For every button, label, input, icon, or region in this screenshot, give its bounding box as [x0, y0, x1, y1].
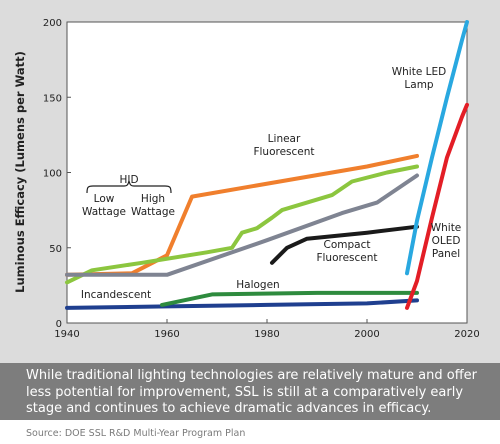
series-line-compact-fluorescent	[270, 224, 419, 265]
source-text: Source: DOE SSL R&D Multi-Year Program P…	[26, 428, 246, 439]
luminous-efficacy-chart: 0 50 100 150 200 1940 1960 1980 2000 2020 Lumino…	[13, 18, 480, 340]
series-line-linear-fluorescent	[65, 164, 419, 285]
series-line-white-oled-panel	[405, 102, 469, 310]
incandescent-label: Incandescent	[81, 289, 151, 301]
white-oled-label: White OLED Panel	[431, 222, 462, 260]
x-axis-ticks: 1940 1960 1980 2000 2020	[54, 319, 480, 340]
y-axis-ticks: 0 50 100 150 200	[43, 18, 71, 330]
white-led-label: White LED Lamp	[392, 66, 446, 91]
series-line-unlabeled-gray	[65, 173, 419, 277]
halogen-label: Halogen	[236, 279, 279, 291]
y-tick-label: 0	[56, 319, 62, 330]
series-lines	[65, 20, 469, 310]
y-tick-label: 100	[43, 169, 62, 180]
caption-box: While traditional lighting technologies …	[0, 363, 500, 420]
hid-group-label: HID	[119, 174, 138, 186]
x-tick-label: 2020	[454, 329, 479, 340]
x-tick-label: 1940	[54, 329, 79, 340]
compact-fluorescent-label: Compact Fluorescent	[316, 239, 377, 264]
series-line-halogen	[160, 290, 419, 307]
x-tick-label: 2000	[354, 329, 379, 340]
linear-fluorescent-label: Linear Fluorescent	[253, 133, 314, 158]
x-tick-label: 1960	[154, 329, 179, 340]
hid-low-wattage-label: Low Wattage	[82, 193, 126, 218]
y-tick-label: 150	[43, 93, 62, 104]
caption-text: While traditional lighting technologies …	[26, 368, 478, 416]
y-tick-label: 200	[43, 18, 62, 29]
y-tick-label: 50	[49, 244, 62, 255]
hid-high-wattage-label: High Wattage	[131, 193, 175, 218]
y-axis-label: Luminous Efficacy (Lumens per Watt)	[13, 51, 27, 293]
hid-bracket	[86, 180, 172, 194]
x-tick-label: 1980	[254, 329, 279, 340]
series-line-incandescent	[65, 298, 419, 310]
series-line-white-led-lamp	[405, 20, 469, 276]
